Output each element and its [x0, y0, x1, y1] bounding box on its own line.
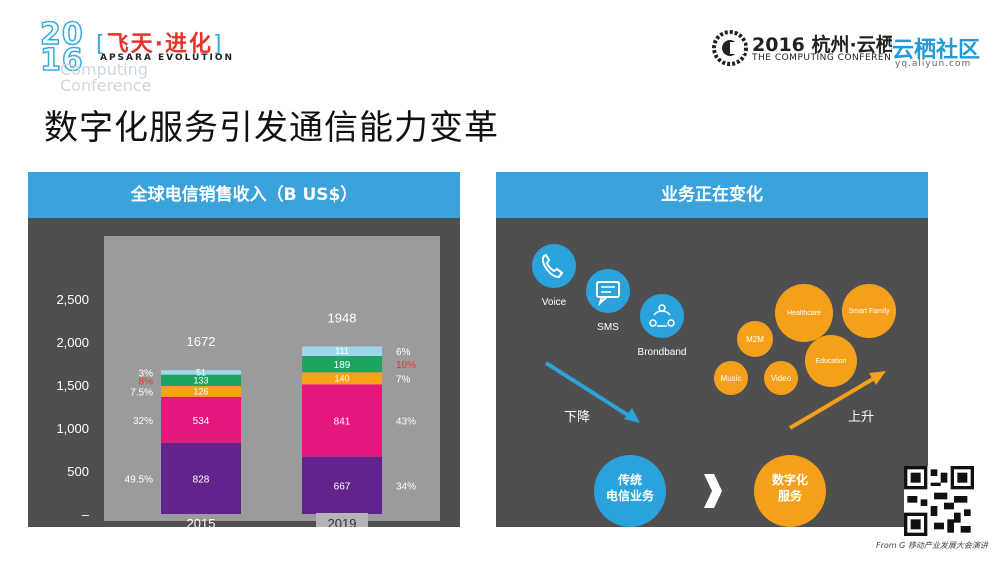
bar-value-label: 534: [193, 416, 210, 427]
bar-value-label: 828: [193, 474, 210, 485]
bar-segment-mobile-data: [161, 396, 241, 443]
logo-subtitle: Computing Conference: [60, 60, 152, 95]
y-tick-label: –: [82, 507, 90, 522]
bar-segment-mobile-data: [302, 384, 382, 457]
bar-total-label: 1672: [187, 334, 216, 349]
logo-chinese: [飞天·进化]: [96, 32, 224, 57]
bar-value-label: 133: [193, 375, 208, 385]
bar-segment-voice: [161, 442, 241, 514]
share-label: 7.5%: [130, 387, 153, 398]
network-icon: [649, 304, 675, 327]
share-label: 8%: [139, 376, 154, 387]
conference-logo-icon: [712, 30, 748, 66]
y-tick-label: 500: [67, 464, 89, 479]
svg-text:服务: 服务: [778, 488, 803, 503]
bar-value-label: 189: [334, 360, 351, 371]
broadband-label: Brondband: [638, 347, 687, 358]
chevron-right-icon: [704, 474, 722, 508]
y-tick-label: 1,500: [56, 378, 89, 393]
revenue-chart-title: 全球电信销售收入（B US$）: [28, 172, 460, 218]
bar-value-label: 667: [334, 481, 351, 492]
music-bubble: [714, 361, 748, 395]
bar-segment-fixed-data-internet: [161, 386, 241, 397]
y-tick-label: 2,000: [56, 335, 89, 350]
conference-title: 2016 杭州·云栖大会: [752, 34, 933, 56]
business-change-title: 业务正在变化: [496, 172, 928, 218]
y-tick-label: 2,500: [56, 292, 89, 307]
page-title: 数字化服务引发通信能力变革: [44, 108, 499, 148]
bar-value-label: 51: [196, 367, 206, 377]
business-change-panel: 业务正在变化 Voice SMS Bron: [496, 172, 928, 527]
up-arrow-icon: [788, 371, 886, 430]
sms-node: SMS: [586, 269, 630, 333]
bar-value-label: 140: [334, 373, 349, 383]
video-bubble: [764, 361, 798, 395]
education-label: Education: [815, 358, 846, 365]
share-label: 3%: [139, 368, 154, 379]
community-name: 云栖社区: [892, 32, 981, 64]
chart-plot-area: [104, 236, 440, 521]
share-label: 6%: [396, 347, 411, 358]
x-category-label: 2019: [328, 516, 357, 527]
revenue-chart-panel: 全球电信销售收入（B US$） 2,500 2,000 1,500 1,000 500 –…: [28, 172, 460, 555]
share-label: 10%: [396, 360, 416, 371]
healthcare-label: Healthcare: [787, 310, 821, 317]
qr-code-icon: [904, 466, 974, 536]
share-label: 43%: [396, 416, 416, 427]
bar-value-label: 841: [334, 416, 351, 427]
share-label: 32%: [133, 416, 153, 427]
source-footer: From G 移动产业发展大会演讲: [876, 541, 988, 550]
logo-year: 20 16: [39, 17, 84, 78]
bar-value-label: 126: [193, 386, 208, 396]
smart-family-bubble: [842, 284, 896, 338]
share-label: 34%: [396, 481, 416, 492]
message-icon: [596, 281, 620, 307]
down-label: 下降: [564, 409, 590, 424]
logo-english: APSARA EVOLUTION: [100, 53, 235, 63]
voice-label: Voice: [542, 297, 567, 308]
legacy-telecom-circle: 传统 电信业务: [594, 455, 666, 527]
education-bubble: [805, 335, 857, 387]
down-arrow-icon: [544, 361, 640, 423]
sms-label: SMS: [597, 322, 619, 333]
bar-segment-voice: [302, 456, 382, 514]
bar-total-label: 1948: [328, 310, 357, 325]
voice-node: Voice: [532, 244, 576, 308]
y-tick-label: 1,000: [56, 421, 89, 436]
up-label: 上升: [848, 409, 874, 424]
m2m-label: M2M: [746, 335, 764, 344]
video-label: Video: [771, 374, 792, 383]
svg-text:传统: 传统: [617, 472, 642, 487]
conference-subtitle: THE COMPUTING CONFERENCE: [752, 53, 905, 63]
business-change-diagram: Voice SMS Brondband: [532, 244, 896, 527]
m2m-bubble: [737, 321, 773, 357]
community-url: yq.aliyun.com: [895, 59, 972, 69]
digital-service-circle: 数字化 服务: [754, 455, 826, 527]
share-label: 7%: [396, 374, 411, 385]
bar-segment-fixed-data-internet: [302, 372, 382, 385]
svg-text:数字化: 数字化: [772, 472, 808, 487]
smart-family-label: Smart Family: [848, 308, 890, 315]
share-label: 49.5%: [125, 474, 153, 485]
bar-segment-digital-service: [161, 370, 241, 375]
bar-segment-digital-service: [302, 346, 382, 357]
x-category-label: 2015: [187, 516, 216, 527]
music-label: Music: [721, 374, 742, 383]
bar-segment-cloud-it: [302, 356, 382, 373]
revenue-chart: 2,500 2,000 1,500 1,000 500 – 828 49.5% 534 32% 12…: [50, 236, 454, 555]
bar-segment-cloud-it: [161, 374, 241, 387]
phone-icon: [541, 253, 564, 279]
svg-text:电信业务: 电信业务: [606, 488, 655, 503]
bar-value-label: 111: [335, 346, 349, 356]
healthcare-bubble: [775, 284, 833, 342]
broadband-node: Brondband: [638, 294, 687, 358]
